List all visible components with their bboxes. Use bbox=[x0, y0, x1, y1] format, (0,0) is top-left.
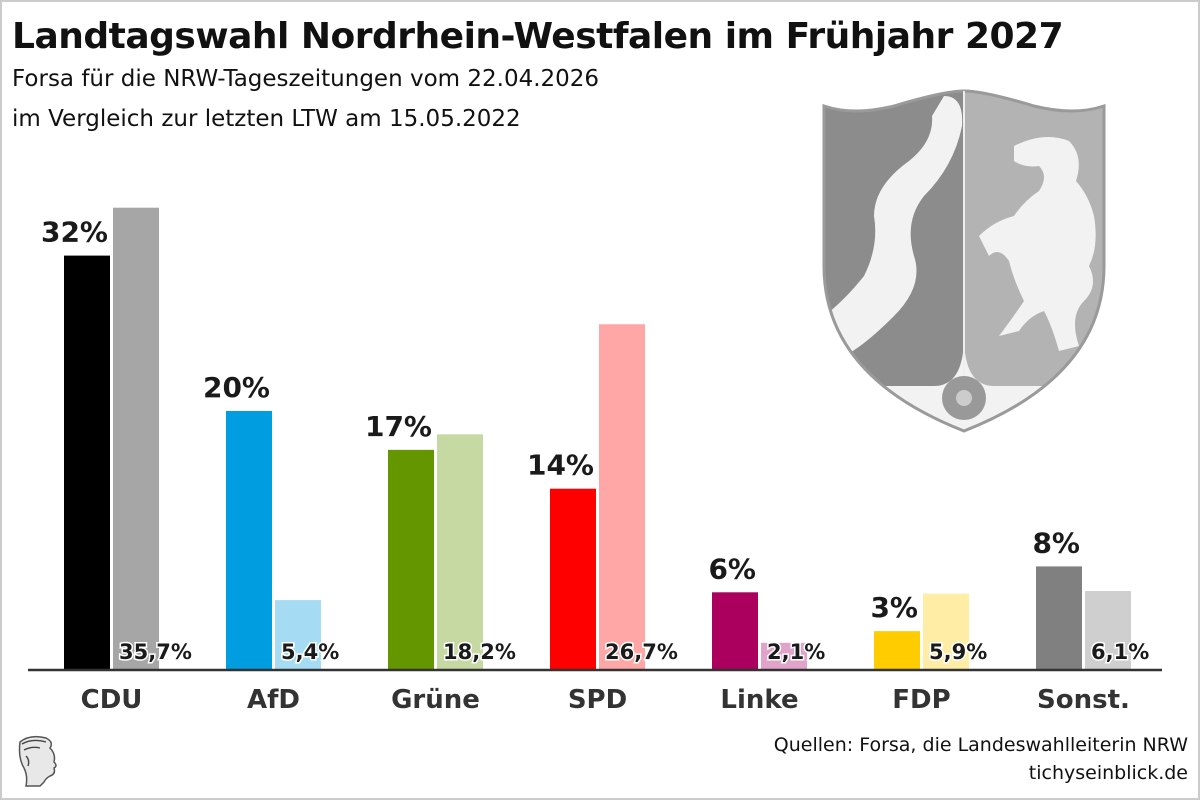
site-credit: tichyseinblick.de bbox=[1028, 762, 1188, 784]
bar-poll-2026-spd bbox=[550, 488, 596, 670]
data-label-election-2022-fdp: 5,9% bbox=[929, 640, 987, 664]
x-tick-label-grüne: Grüne bbox=[391, 685, 480, 715]
bar-election-2022-cdu bbox=[113, 207, 159, 670]
data-label-election-2022-linke: 2,1% bbox=[767, 640, 825, 664]
data-label-poll-2026-linke: 6% bbox=[708, 552, 756, 585]
bar-poll-2026-sonst bbox=[1036, 566, 1082, 670]
chart-title: Landtagswahl Nordrhein-Westfalen im Früh… bbox=[12, 16, 1064, 57]
x-tick-label-afd: AfD bbox=[247, 685, 300, 715]
data-label-poll-2026-afd: 20% bbox=[203, 371, 270, 404]
bar-election-2022-grüne bbox=[437, 434, 483, 670]
chart-subtitle-comparison: im Vergleich zur letzten LTW am 15.05.20… bbox=[12, 106, 521, 132]
bar-election-2022-spd bbox=[599, 324, 645, 670]
bar-election-2022-afd bbox=[275, 600, 321, 670]
data-label-election-2022-afd: 5,4% bbox=[281, 640, 339, 664]
bar-election-2022-sonst bbox=[1085, 591, 1131, 670]
bar-poll-2026-grüne bbox=[388, 449, 434, 670]
data-label-election-2022-spd: 26,7% bbox=[605, 640, 678, 664]
source-credit: Quellen: Forsa, die Landeswahlleiterin N… bbox=[773, 734, 1188, 756]
bar-poll-2026-afd bbox=[226, 411, 272, 670]
x-tick-label-cdu: CDU bbox=[81, 685, 143, 715]
bar-poll-2026-fdp bbox=[874, 631, 920, 670]
nrw-coat-of-arms-icon bbox=[822, 89, 1106, 433]
x-tick-label-spd: SPD bbox=[568, 685, 627, 715]
data-label-election-2022-cdu: 35,7% bbox=[119, 640, 192, 664]
hermes-head-logo-icon bbox=[18, 735, 57, 787]
bar-poll-2026-cdu bbox=[64, 255, 110, 670]
bar-election-2022-linke bbox=[761, 642, 807, 670]
x-tick-label-linke: Linke bbox=[720, 685, 798, 715]
data-label-poll-2026-grüne: 17% bbox=[365, 410, 432, 443]
data-label-poll-2026-cdu: 32% bbox=[41, 216, 108, 249]
x-tick-label-sonst: Sonst. bbox=[1037, 685, 1130, 715]
x-tick-label-fdp: FDP bbox=[892, 685, 950, 715]
data-label-poll-2026-sonst: 8% bbox=[1032, 526, 1080, 559]
chart-subtitle-poll: Forsa für die NRW-Tageszeitungen vom 22.… bbox=[12, 66, 600, 92]
data-label-election-2022-sonst: 6,1% bbox=[1091, 640, 1149, 664]
data-label-poll-2026-spd: 14% bbox=[527, 449, 594, 482]
data-label-election-2022-grüne: 18,2% bbox=[443, 640, 516, 664]
bar-poll-2026-linke bbox=[712, 592, 758, 670]
data-label-poll-2026-fdp: 3% bbox=[870, 591, 918, 624]
bar-election-2022-fdp bbox=[923, 593, 969, 670]
